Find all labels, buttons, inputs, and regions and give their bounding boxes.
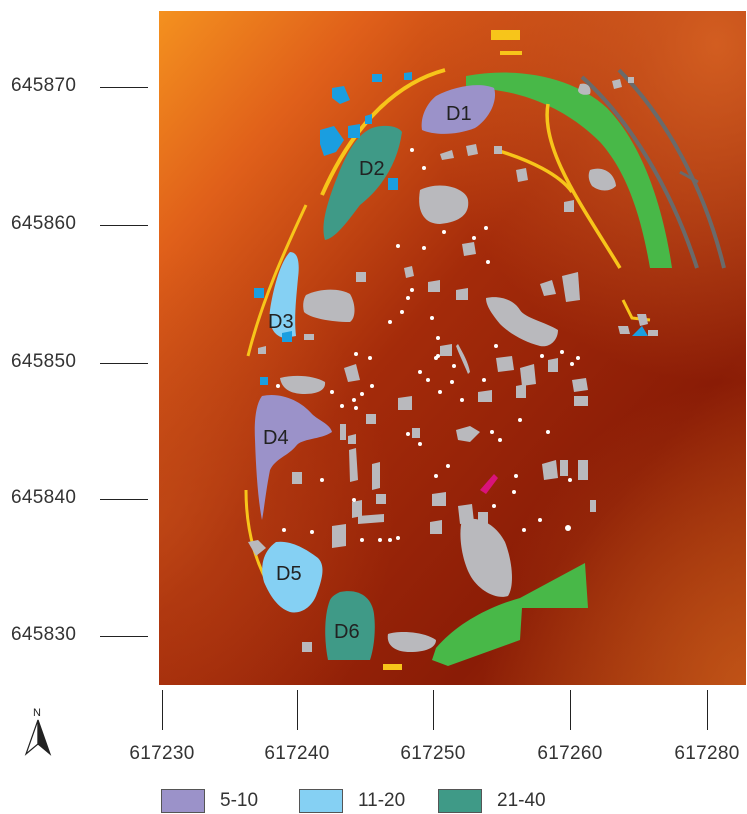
x-tick-label: 617240	[264, 743, 330, 764]
y-tick-line	[100, 363, 148, 365]
x-tick-line	[162, 690, 164, 730]
y-tick-line	[100, 225, 148, 227]
x-tick-label: 617230	[129, 743, 195, 764]
water-patch-6	[365, 114, 372, 124]
zone-label-d6: D6	[334, 621, 360, 643]
y-tick-label: 645850	[11, 351, 77, 372]
zone-label-d4: D4	[263, 427, 289, 449]
legend-swatch	[299, 789, 343, 813]
gray-wall-middle	[617, 68, 726, 269]
site-map[interactable]: D1 D2 D3 D4 D5 D6	[159, 11, 746, 685]
y-tick-line	[100, 499, 148, 501]
zone-label-d5: D5	[276, 563, 302, 585]
zone-d6[interactable]	[325, 591, 375, 660]
north-arrow-icon: N	[24, 707, 52, 756]
x-tick-line	[297, 690, 299, 730]
water-patch-9	[282, 331, 292, 342]
yellow-wall-inner-b	[545, 103, 622, 269]
gray-wall-short	[679, 170, 699, 184]
zone-label-d3: D3	[268, 311, 294, 333]
green-wall-south[interactable]	[432, 563, 588, 666]
green-wall-north[interactable]	[466, 72, 672, 268]
zone-d4[interactable]	[254, 394, 332, 520]
magenta-feature	[480, 474, 498, 494]
water-patch-2	[372, 74, 382, 82]
water-patch-east	[632, 326, 648, 336]
zone-d1[interactable]	[421, 85, 496, 134]
legend-label: 5-10	[220, 790, 259, 811]
x-tick-line	[570, 690, 572, 730]
yellow-wall-west-upper	[320, 68, 446, 196]
water-patch-8	[254, 288, 264, 298]
legend-label: 11-20	[358, 790, 406, 811]
y-tick-line	[100, 87, 148, 89]
zone-label-d1: D1	[446, 103, 472, 125]
zone-d5[interactable]	[262, 541, 323, 613]
water-patch-3	[404, 72, 412, 80]
x-tick-label: 617280	[674, 743, 740, 764]
north-label: N	[33, 707, 41, 719]
y-tick-label: 645860	[11, 213, 77, 234]
zone-label-d2: D2	[359, 158, 385, 180]
white-dots	[276, 148, 580, 542]
water-patch-5	[348, 124, 360, 138]
legend-swatch	[438, 789, 482, 813]
y-tick-label: 645870	[11, 75, 77, 96]
x-tick-label: 617250	[400, 743, 466, 764]
map-frame[interactable]: D1 D2 D3 D4 D5 D6	[159, 11, 746, 685]
yellow-wall-inner-a	[495, 148, 574, 194]
yellow-wall-south-bar	[383, 664, 402, 670]
y-tick-label: 645830	[11, 624, 77, 645]
water-patch-1	[332, 86, 350, 104]
x-tick-line	[433, 690, 435, 730]
y-tick-line	[100, 636, 148, 638]
legend-label: 21-40	[497, 790, 546, 811]
zone-d3[interactable]	[269, 252, 299, 338]
water-patch-4	[320, 126, 344, 156]
yellow-wall-top-b	[500, 51, 522, 55]
y-tick-label: 645840	[11, 487, 77, 508]
water-patch-10	[260, 377, 268, 385]
stones	[248, 77, 658, 652]
water-patch-7	[388, 178, 398, 190]
yellow-wall-top-a	[491, 30, 520, 40]
legend-swatch	[161, 789, 205, 813]
x-tick-label: 617260	[537, 743, 603, 764]
yellow-wall-west-arc	[246, 204, 308, 357]
gray-wall-outer	[580, 75, 699, 269]
zone-d2[interactable]	[323, 125, 402, 240]
x-tick-line	[707, 690, 709, 730]
